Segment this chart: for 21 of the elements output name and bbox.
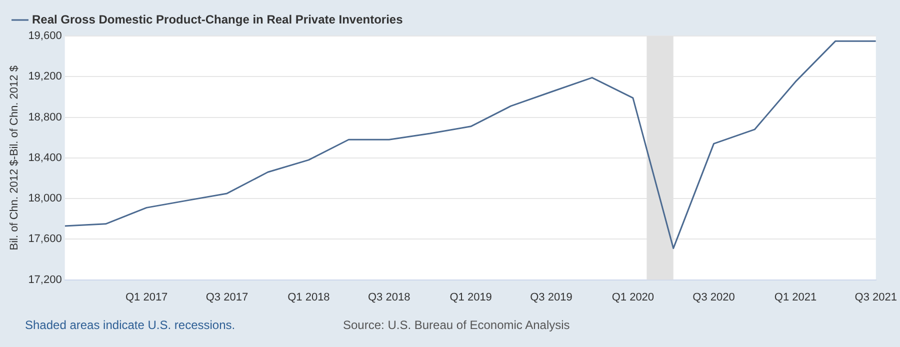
y-tick-label: 19,200 (28, 70, 62, 83)
x-tick-label: Q3 2019 (530, 291, 572, 304)
x-tick-label: Q1 2020 (612, 291, 654, 304)
x-tick-label: Q1 2018 (288, 291, 330, 304)
x-tick-label: Q3 2018 (368, 291, 410, 304)
x-tick-label: Q3 2020 (692, 291, 735, 304)
y-tick-label: 18,000 (28, 192, 62, 205)
y-tick-label: 18,400 (28, 152, 62, 164)
x-tick-label: Q1 2021 (774, 291, 817, 304)
y-tick-label: 17,600 (28, 233, 62, 246)
text: Shaded areas indicate U.S. recessions. (25, 318, 236, 332)
source-note: Source: U.S. Bureau of Economic Analysis (343, 318, 570, 332)
y-axis-title: Bil. of Chn. 2012 $-Bil. of Chn. 2012 $ (8, 66, 21, 250)
y-tick-label: 18,800 (28, 111, 62, 124)
y-tick-label: 19,600 (28, 30, 62, 42)
legend-label: Real Gross Domestic Product-Change in Real Private Inventories (32, 12, 404, 26)
x-tick-label: Q3 2017 (206, 291, 248, 304)
x-tick-label: Q3 2021 (854, 291, 897, 304)
x-tick-label: Q1 2017 (125, 291, 168, 304)
y-tick-label: 17,200 (28, 274, 62, 286)
x-tick-label: Q1 2019 (450, 291, 492, 304)
